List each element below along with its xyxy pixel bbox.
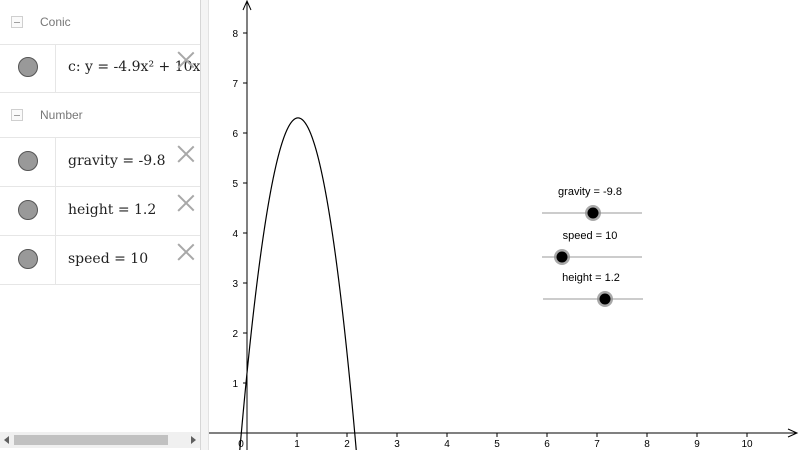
scroll-right-icon[interactable] xyxy=(191,436,196,444)
graphics-view[interactable]: 0 1 2 3 4 5 6 7 8 9 10 1 2 3 4 5 6 7 8 gravity = -9.8 spee… xyxy=(209,0,800,450)
marble-icon[interactable] xyxy=(18,249,38,269)
group-header-conic[interactable]: Conic xyxy=(0,0,200,45)
algebra-row-gravity[interactable]: gravity = -9.8 xyxy=(0,138,200,187)
algebra-row-height[interactable]: height = 1.2 xyxy=(0,187,200,236)
y-tick-label: 6 xyxy=(232,129,238,140)
marble-icon[interactable] xyxy=(18,151,38,171)
y-axis-arrow-icon xyxy=(242,0,252,11)
horizontal-scrollbar[interactable] xyxy=(0,432,200,448)
algebra-row-conic[interactable]: c: y = -4.9x² + 10x + 1.2 xyxy=(0,44,200,93)
y-tick-label: 7 xyxy=(232,79,238,90)
x-tick-label: 1 xyxy=(294,439,300,450)
slider[interactable]: gravity = -9.8 xyxy=(542,186,642,221)
y-tick-label: 2 xyxy=(232,329,238,340)
collapse-icon[interactable] xyxy=(11,109,23,121)
x-tick-label: 6 xyxy=(544,439,550,450)
x-tick-label: 4 xyxy=(444,439,450,450)
slider-knob[interactable] xyxy=(587,207,599,219)
slider-label[interactable]: height = 1.2 xyxy=(562,272,620,284)
marble-icon[interactable] xyxy=(18,200,38,220)
y-tick-label: 8 xyxy=(232,29,238,40)
x-tick-label: 0 xyxy=(238,439,244,450)
x-tick-label: 7 xyxy=(594,439,600,450)
x-tick-label: 9 xyxy=(694,439,700,450)
y-tick-label: 3 xyxy=(232,279,238,290)
conic-curve[interactable] xyxy=(238,117,358,450)
x-tick-label: 2 xyxy=(344,439,350,450)
collapse-icon[interactable] xyxy=(11,16,23,28)
visibility-toggle[interactable] xyxy=(0,138,56,186)
slider-knob[interactable] xyxy=(556,251,568,263)
algebra-view: Conic c: y = -4.9x² + 10x + 1.2 Number g… xyxy=(0,0,201,450)
algebra-row-speed[interactable]: speed = 10 xyxy=(0,236,200,285)
algebra-row-text[interactable]: gravity = -9.8 xyxy=(68,153,166,169)
delete-icon[interactable] xyxy=(176,242,196,262)
slider[interactable]: speed = 10 xyxy=(542,230,642,265)
scroll-left-icon[interactable] xyxy=(4,436,9,444)
y-tick-label: 1 xyxy=(232,379,238,390)
x-axis-ticks: 0 1 2 3 4 5 6 7 8 9 10 xyxy=(238,433,753,450)
visibility-toggle[interactable] xyxy=(0,44,56,92)
delete-icon[interactable] xyxy=(176,50,196,70)
y-tick-label: 5 xyxy=(232,179,238,190)
visibility-toggle[interactable] xyxy=(0,236,56,284)
x-tick-label: 3 xyxy=(394,439,400,450)
slider[interactable]: height = 1.2 xyxy=(543,272,643,307)
group-label-number: Number xyxy=(40,108,83,122)
slider-label[interactable]: speed = 10 xyxy=(563,230,618,242)
group-label-conic: Conic xyxy=(40,15,71,29)
x-axis-arrow-icon xyxy=(787,428,799,438)
algebra-row-text[interactable]: speed = 10 xyxy=(68,251,149,267)
x-tick-label: 5 xyxy=(494,439,500,450)
y-tick-label: 4 xyxy=(232,229,238,240)
algebra-row-text[interactable]: height = 1.2 xyxy=(68,202,157,218)
x-tick-label: 8 xyxy=(644,439,650,450)
delete-icon[interactable] xyxy=(176,193,196,213)
visibility-toggle[interactable] xyxy=(0,187,56,235)
delete-icon[interactable] xyxy=(176,144,196,164)
slider-label[interactable]: gravity = -9.8 xyxy=(558,186,622,198)
slider-knob[interactable] xyxy=(599,293,611,305)
sliders: gravity = -9.8 speed = 10 height = 1.2 xyxy=(542,186,643,307)
axes xyxy=(209,0,799,450)
group-header-number[interactable]: Number xyxy=(0,93,200,138)
marble-icon[interactable] xyxy=(18,57,38,77)
algebra-row-text[interactable]: c: y = -4.9x² + 10x + 1.2 xyxy=(68,59,200,75)
scrollbar-thumb[interactable] xyxy=(14,435,168,445)
x-tick-label: 10 xyxy=(741,439,753,450)
view-divider[interactable] xyxy=(201,0,209,450)
y-axis-ticks: 1 2 3 4 5 6 7 8 xyxy=(232,29,247,390)
